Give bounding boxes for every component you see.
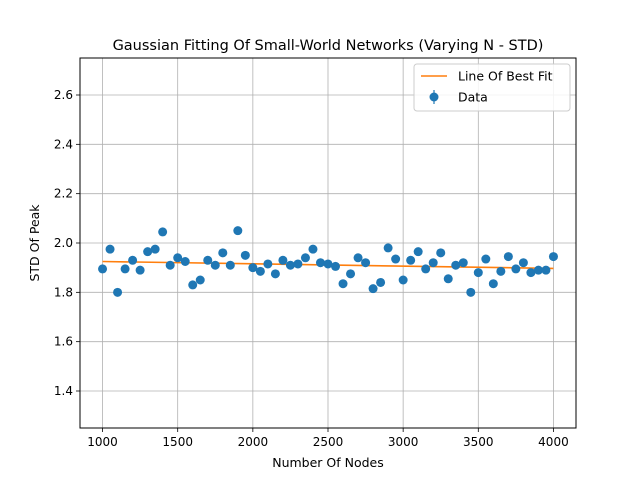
- y-tick-label: 2.2: [54, 187, 73, 201]
- data-point: [308, 244, 318, 254]
- data-point: [300, 253, 310, 263]
- data-point: [240, 250, 250, 260]
- data-point: [218, 248, 228, 258]
- y-tick-label: 1.4: [54, 384, 73, 398]
- data-point: [466, 287, 476, 297]
- data-point: [533, 265, 543, 275]
- data-point: [338, 279, 348, 289]
- data-point: [383, 243, 393, 253]
- data-point: [173, 253, 183, 263]
- data-point: [391, 254, 401, 264]
- data-point: [225, 260, 235, 270]
- data-point: [165, 260, 175, 270]
- data-point: [278, 255, 288, 265]
- data-point: [203, 255, 213, 265]
- data-point: [443, 274, 453, 284]
- legend-entry-data: Data: [458, 90, 488, 105]
- data-point: [518, 258, 528, 268]
- legend-point-swatch: [429, 92, 439, 102]
- data-point: [180, 257, 190, 266]
- data-point: [195, 275, 205, 285]
- x-tick-label: 2500: [313, 435, 344, 449]
- y-axis-label: STD Of Peak: [27, 204, 42, 282]
- x-tick-label: 1000: [87, 435, 118, 449]
- data-point: [548, 252, 558, 262]
- data-point: [248, 263, 258, 273]
- data-point: [263, 259, 273, 269]
- data-point: [496, 266, 506, 276]
- data-point: [135, 265, 145, 275]
- x-axis-label: Number Of Nodes: [272, 455, 384, 470]
- y-tick-label: 1.8: [54, 285, 73, 299]
- chart-title: Gaussian Fitting Of Small-World Networks…: [113, 38, 544, 54]
- data-point: [105, 244, 115, 254]
- data-point: [331, 261, 341, 271]
- data-point: [98, 264, 108, 274]
- data-point: [120, 264, 130, 274]
- legend-box: [413, 63, 571, 112]
- data-point: [473, 268, 483, 278]
- data-point: [406, 255, 416, 265]
- y-tick-label: 2.4: [54, 137, 73, 151]
- data-point: [285, 260, 295, 270]
- data-point: [346, 269, 356, 279]
- data-point: [210, 260, 220, 270]
- data-point: [255, 266, 265, 276]
- data-point: [458, 258, 468, 268]
- axis-ticks: 1000 1500 2000 2500 3000 3500 4000 1.4 1.6 1.8 2.0…: [54, 88, 569, 449]
- data-point: [503, 252, 513, 262]
- data-point: [481, 254, 491, 264]
- legend: Line Of Best Fit Data: [413, 63, 571, 112]
- data-point: [188, 280, 198, 290]
- x-tick-label: 4000: [538, 435, 569, 449]
- grid: [80, 58, 576, 428]
- x-tick-label: 2000: [238, 435, 269, 449]
- y-tick-label: 2.6: [54, 88, 73, 102]
- y-tick-label: 1.6: [54, 335, 73, 349]
- y-tick-label: 2.0: [54, 236, 73, 250]
- data-point: [113, 287, 123, 297]
- x-tick-label: 3000: [388, 435, 419, 449]
- data-point: [323, 259, 333, 269]
- data-point: [526, 268, 536, 278]
- data-point: [158, 227, 168, 237]
- data-point: [541, 265, 551, 275]
- data-point: [150, 244, 160, 254]
- x-tick-label: 3500: [463, 435, 494, 449]
- data-point: [451, 260, 461, 270]
- x-tick-label: 1500: [162, 435, 193, 449]
- data-point: [128, 255, 138, 265]
- data-point: [353, 253, 363, 263]
- data-point: [421, 264, 431, 274]
- data-point: [368, 284, 378, 294]
- data-point: [428, 258, 438, 268]
- data-point: [361, 258, 371, 268]
- data-point: [376, 277, 386, 287]
- data-point: [488, 279, 498, 289]
- data-point: [511, 264, 521, 274]
- data-point: [413, 247, 423, 257]
- data-point: [293, 259, 303, 269]
- data-point: [233, 226, 243, 236]
- legend-entry-line-of-best-fit: Line Of Best Fit: [458, 69, 553, 84]
- data-point: [143, 247, 153, 257]
- plot-marks: [98, 226, 558, 297]
- data-point: [315, 258, 325, 268]
- data-point: [436, 248, 446, 258]
- data-point: [398, 275, 408, 285]
- data-point: [270, 269, 280, 279]
